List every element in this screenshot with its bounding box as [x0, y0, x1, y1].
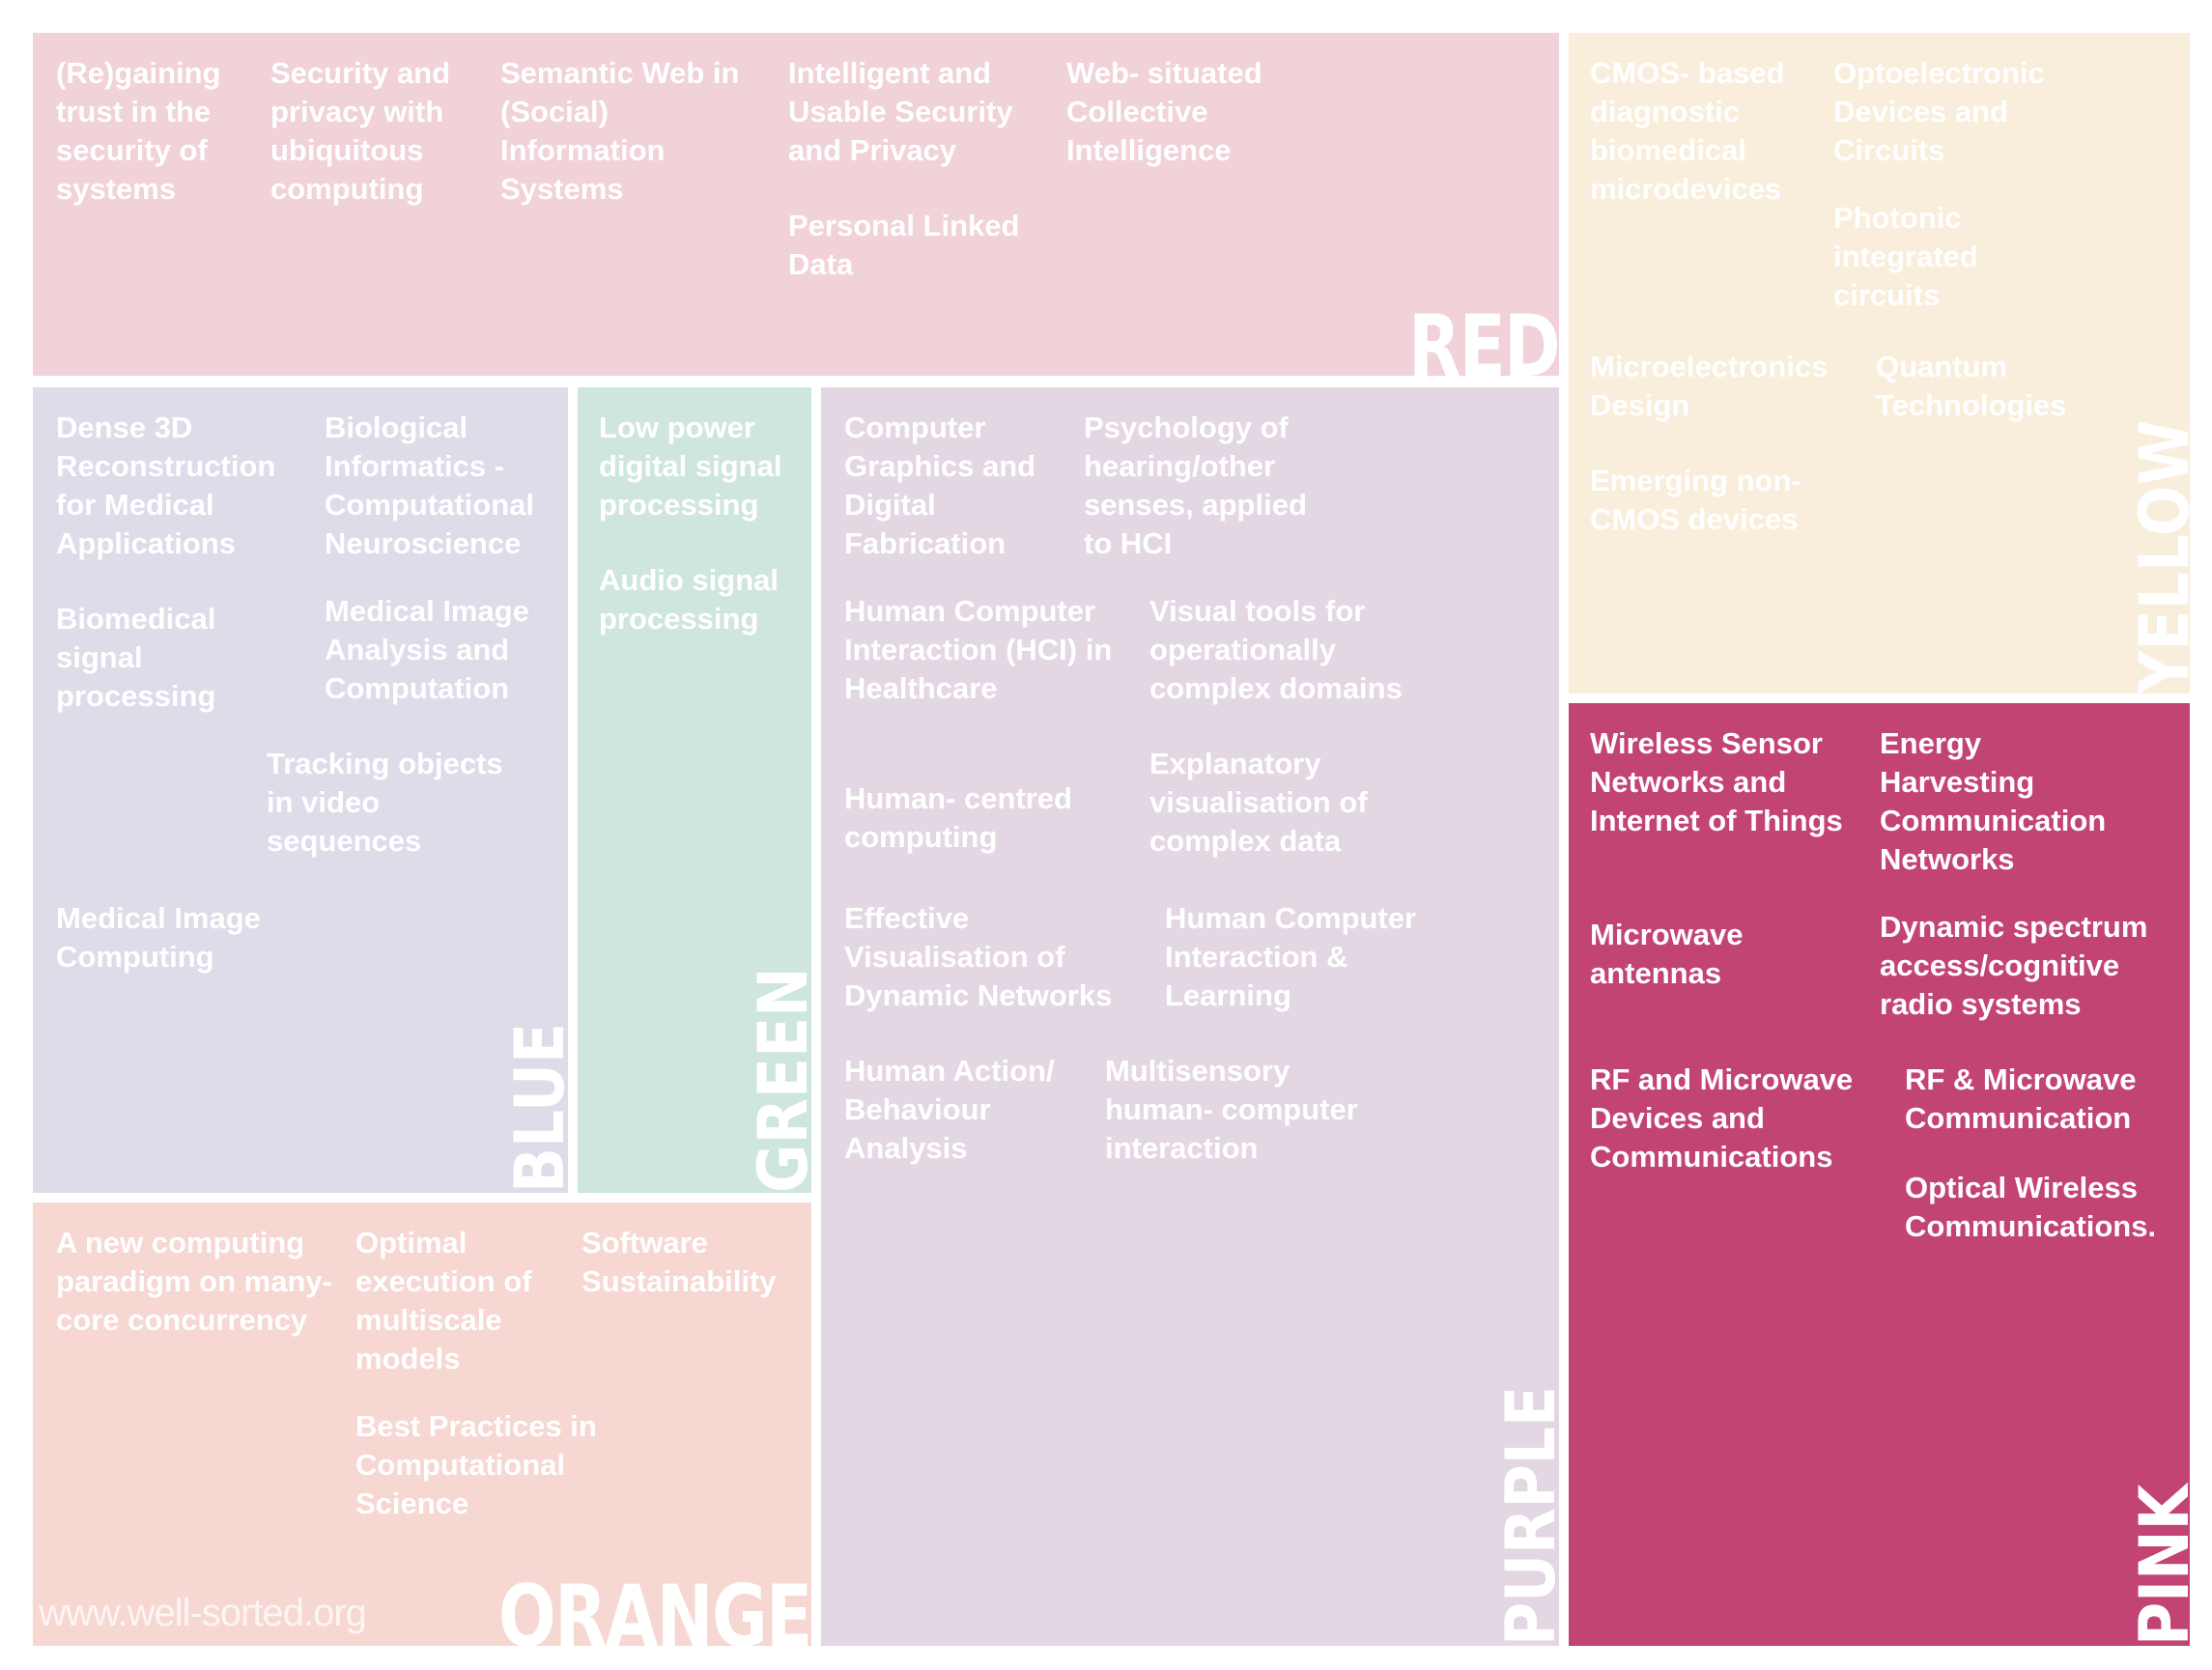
green-label: GREEN: [744, 967, 811, 1193]
pink-item: RF & Microwave Communication: [1905, 1062, 2137, 1135]
pink-item: Wireless Sensor Networks and Internet of…: [1590, 726, 1843, 837]
blue-item: Biomedical signal processing: [56, 602, 216, 713]
pink-label: PINK: [2125, 1484, 2190, 1646]
yellow-item: CMOS- based diagnostic biomedical microd…: [1590, 56, 1785, 206]
yellow-label: YELLOW: [2125, 419, 2190, 693]
red-block: (Re)gaining trust in the security of sys…: [33, 33, 1559, 376]
pink-item: Energy Harvesting Communication Networks: [1880, 726, 2107, 876]
blue-item: Medical Image Computing: [56, 901, 261, 974]
orange-item: A new computing paradigm on many- core c…: [56, 1226, 332, 1337]
blue-label: BLUE: [500, 1022, 568, 1193]
blue-block: Dense 3D Reconstruction for Medical Appl…: [33, 387, 568, 1193]
blue-item: Tracking objects in video sequences: [267, 747, 503, 858]
blue-item: Dense 3D Reconstruction for Medical Appl…: [56, 410, 276, 560]
footer-url[interactable]: www.well-sorted.org: [39, 1592, 367, 1634]
yellow-item: Microelectronics Design: [1590, 350, 1829, 422]
yellow-item: Emerging non- CMOS devices: [1590, 464, 1801, 536]
purple-item: Multisensory human- computer interaction: [1105, 1054, 1358, 1165]
purple-block: Computer Graphics and Digital Fabricatio…: [821, 387, 1559, 1646]
red-item: Intelligent and Usable Security and Priv…: [788, 56, 1013, 167]
purple-item: Explanatory visualisation of complex dat…: [1149, 747, 1368, 858]
green-item: Low power digital signal processing: [599, 410, 782, 522]
orange-item: Software Sustainability: [581, 1226, 777, 1298]
yellow-item: Photonic integrated circuits: [1833, 201, 1978, 312]
purple-item: Human Computer Interaction (HCI) in Heal…: [844, 594, 1113, 705]
red-item: Web- situated Collective Intelligence: [1066, 56, 1262, 167]
purple-item: Visual tools for operationally complex d…: [1149, 594, 1403, 705]
green-block: Low power digital signal processing Audi…: [578, 387, 811, 1193]
red-item: (Re)gaining trust in the security of sys…: [56, 56, 221, 206]
pink-item: Optical Wireless Communications.: [1905, 1171, 2157, 1243]
orange-item: Optimal execution of multiscale models: [355, 1226, 532, 1375]
yellow-block: CMOS- based diagnostic biomedical microd…: [1569, 33, 2190, 693]
purple-item: Human Computer Interaction & Learning: [1165, 901, 1417, 1012]
yellow-item: Quantum Technologies: [1876, 350, 2067, 422]
purple-item: Human Action/ Behaviour Analysis: [844, 1054, 1055, 1165]
blue-item: Biological Informatics - Computational N…: [325, 410, 534, 560]
purple-item: Psychology of hearing/other senses, appl…: [1084, 410, 1307, 560]
purple-item: Human- centred computing: [844, 781, 1072, 854]
red-label: RED: [1408, 297, 1559, 377]
purple-label: PURPLE: [1491, 1385, 1559, 1646]
green-item: Audio signal processing: [599, 563, 779, 636]
pink-item: Microwave antennas: [1590, 918, 1744, 990]
orange-block: A new computing paradigm on many- core c…: [33, 1203, 811, 1646]
purple-item: Computer Graphics and Digital Fabricatio…: [844, 410, 1036, 560]
red-item: Personal Linked Data: [788, 209, 1020, 281]
red-item: Semantic Web in (Social) Information Sys…: [500, 56, 740, 206]
orange-item: Best Practices in Computational Science: [355, 1409, 597, 1520]
orange-label: ORANGE: [498, 1567, 811, 1647]
purple-item: Effective Visualisation of Dynamic Netwo…: [844, 901, 1113, 1012]
pink-block: Wireless Sensor Networks and Internet of…: [1569, 703, 2190, 1646]
pink-item: Dynamic spectrum access/cognitive radio …: [1880, 910, 2148, 1021]
yellow-item: Optoelectronic Devices and Circuits: [1833, 56, 2045, 167]
blue-item: Medical Image Analysis and Computation: [325, 594, 529, 705]
pink-item: RF and Microwave Devices and Communicati…: [1590, 1062, 1854, 1174]
red-item: Security and privacy with ubiquitous com…: [270, 56, 451, 206]
